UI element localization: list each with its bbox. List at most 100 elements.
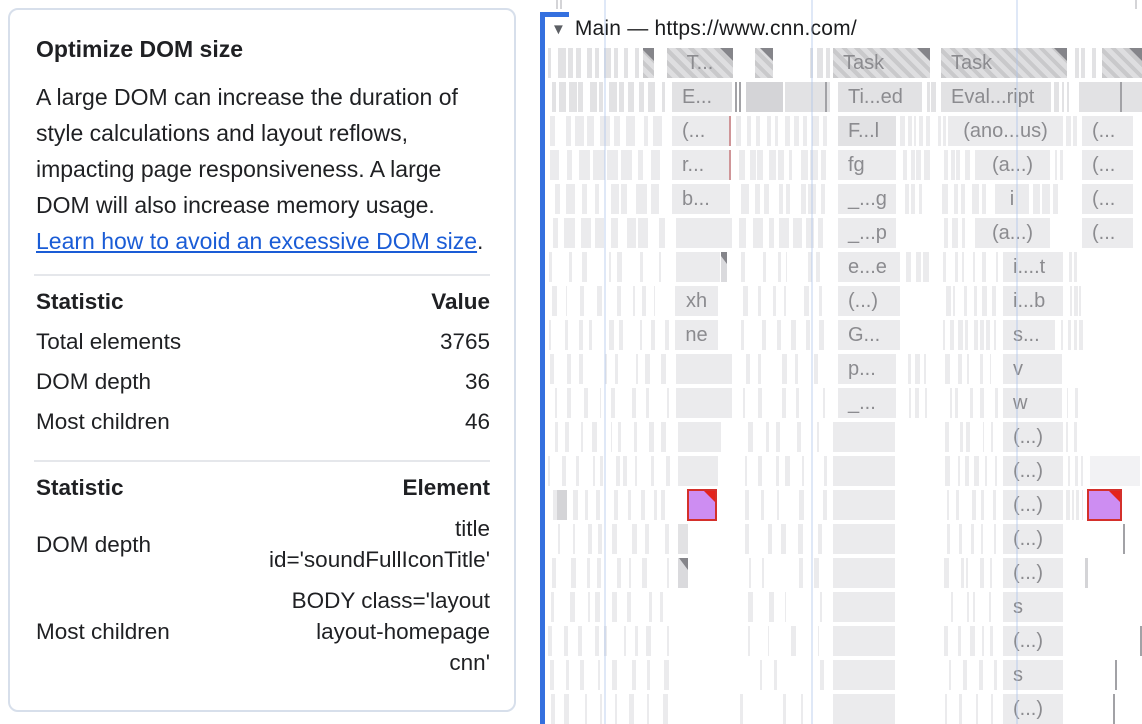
flame-sliver[interactable] xyxy=(553,490,558,520)
flame-sliver[interactable] xyxy=(653,116,662,146)
flame-sliver[interactable] xyxy=(650,320,656,350)
flame-sliver[interactable] xyxy=(618,320,623,350)
flame-sliver[interactable] xyxy=(943,320,946,350)
flame-sliver[interactable] xyxy=(597,660,601,690)
flame-sliver[interactable] xyxy=(639,320,642,350)
flame-sliver[interactable] xyxy=(659,252,662,282)
flame-sliver[interactable] xyxy=(943,252,946,282)
flame-sliver[interactable] xyxy=(741,252,746,282)
flame-bar[interactable] xyxy=(1120,82,1122,112)
flame-sliver[interactable] xyxy=(594,184,600,214)
flame-sliver[interactable] xyxy=(947,524,951,554)
flame-sliver[interactable] xyxy=(567,48,573,78)
flame-sliver[interactable] xyxy=(768,524,772,554)
flame-sliver[interactable] xyxy=(578,320,584,350)
flame-sliver[interactable] xyxy=(559,82,567,112)
flame-sliver[interactable] xyxy=(808,184,816,214)
flame-sliver[interactable] xyxy=(820,592,822,622)
flame-sliver[interactable] xyxy=(634,48,639,78)
flame-highlight-bar[interactable] xyxy=(687,489,717,521)
flame-sliver[interactable] xyxy=(964,320,969,350)
flame-bar[interactable]: (... xyxy=(1082,218,1133,248)
flame-sliver[interactable] xyxy=(575,116,584,146)
flame-bar[interactable]: xh xyxy=(675,286,718,316)
flame-sliver[interactable] xyxy=(992,286,997,316)
flame-sliver[interactable] xyxy=(800,150,809,180)
flame-sliver[interactable] xyxy=(554,388,557,418)
flame-sliver[interactable] xyxy=(822,490,828,520)
flame-sliver[interactable] xyxy=(584,490,588,520)
flame-sliver[interactable] xyxy=(979,388,985,418)
flame-sliver[interactable] xyxy=(742,286,748,316)
flame-sliver[interactable] xyxy=(1068,320,1072,350)
flame-sliver[interactable] xyxy=(943,116,946,146)
flame-sliver[interactable] xyxy=(595,592,600,622)
flame-sliver[interactable] xyxy=(822,116,827,146)
flame-sliver[interactable] xyxy=(820,184,826,214)
flame-sliver[interactable] xyxy=(1081,456,1084,486)
flame-sliver[interactable] xyxy=(666,626,670,656)
flame-sliver[interactable] xyxy=(738,218,746,248)
flame-sliver[interactable] xyxy=(966,422,970,452)
flame-sliver[interactable] xyxy=(949,388,953,418)
flame-sliver[interactable] xyxy=(747,626,750,656)
flame-bar[interactable] xyxy=(833,456,895,486)
flame-sliver[interactable] xyxy=(986,320,990,350)
flame-sliver[interactable] xyxy=(989,558,992,588)
flame-sliver[interactable] xyxy=(954,252,959,282)
flame-sliver[interactable] xyxy=(1071,490,1075,520)
flame-sliver[interactable] xyxy=(570,592,575,622)
flame-bar[interactable] xyxy=(678,558,688,588)
flame-sliver[interactable] xyxy=(749,558,751,588)
flame-sliver[interactable] xyxy=(810,48,814,78)
flame-bar[interactable] xyxy=(833,524,895,554)
flame-sliver[interactable] xyxy=(803,286,809,316)
flame-bar[interactable] xyxy=(721,252,727,282)
flame-sliver[interactable] xyxy=(661,422,667,452)
flame-sliver[interactable] xyxy=(989,592,992,622)
flame-bar[interactable] xyxy=(833,694,895,724)
flame-bar[interactable]: w xyxy=(1003,388,1062,418)
flame-sliver[interactable] xyxy=(1066,490,1071,520)
flame-sliver[interactable] xyxy=(822,388,825,418)
flame-sliver[interactable] xyxy=(763,252,766,282)
flame-sliver[interactable] xyxy=(582,184,588,214)
flame-sliver[interactable] xyxy=(814,558,820,588)
flame-sliver[interactable] xyxy=(550,592,554,622)
flame-sliver[interactable] xyxy=(954,184,959,214)
flame-sliver[interactable] xyxy=(783,694,787,724)
flame-sliver[interactable] xyxy=(550,150,560,180)
flame-sliver[interactable] xyxy=(990,422,993,452)
flame-task-bar[interactable] xyxy=(755,48,773,78)
flame-sliver[interactable] xyxy=(973,320,978,350)
flame-sliver[interactable] xyxy=(600,116,610,146)
flame-sliver[interactable] xyxy=(619,82,625,112)
flame-sliver[interactable] xyxy=(905,184,909,214)
track-header[interactable]: ▼ Main — https://www.cnn.com/ xyxy=(551,17,857,41)
flame-sliver[interactable] xyxy=(628,694,634,724)
flame-sliver[interactable] xyxy=(660,354,666,384)
flame-sliver[interactable] xyxy=(665,524,669,554)
flame-sliver[interactable] xyxy=(984,456,988,486)
flame-sliver[interactable] xyxy=(910,150,915,180)
flame-sliver[interactable] xyxy=(580,286,585,316)
flame-sliver[interactable] xyxy=(589,320,593,350)
flame-bar[interactable]: i xyxy=(995,184,1029,214)
flame-sliver[interactable] xyxy=(818,218,823,248)
flame-sliver[interactable] xyxy=(1073,422,1078,452)
flame-sliver[interactable] xyxy=(764,184,769,214)
flame-sliver[interactable] xyxy=(995,456,998,486)
flame-bar[interactable] xyxy=(676,354,732,384)
flame-sliver[interactable] xyxy=(757,150,763,180)
flame-sliver[interactable] xyxy=(957,456,961,486)
flame-sliver[interactable] xyxy=(958,694,962,724)
flame-sliver[interactable] xyxy=(587,558,591,588)
flame-bar[interactable]: (... xyxy=(672,116,730,146)
flame-sliver[interactable] xyxy=(980,320,985,350)
flame-bar[interactable]: ne xyxy=(675,320,718,350)
flame-sliver[interactable] xyxy=(622,456,627,486)
flame-sliver[interactable] xyxy=(1066,82,1070,112)
flame-sliver[interactable] xyxy=(1072,116,1077,146)
flame-sliver[interactable] xyxy=(549,354,554,384)
flame-sliver[interactable] xyxy=(590,82,597,112)
